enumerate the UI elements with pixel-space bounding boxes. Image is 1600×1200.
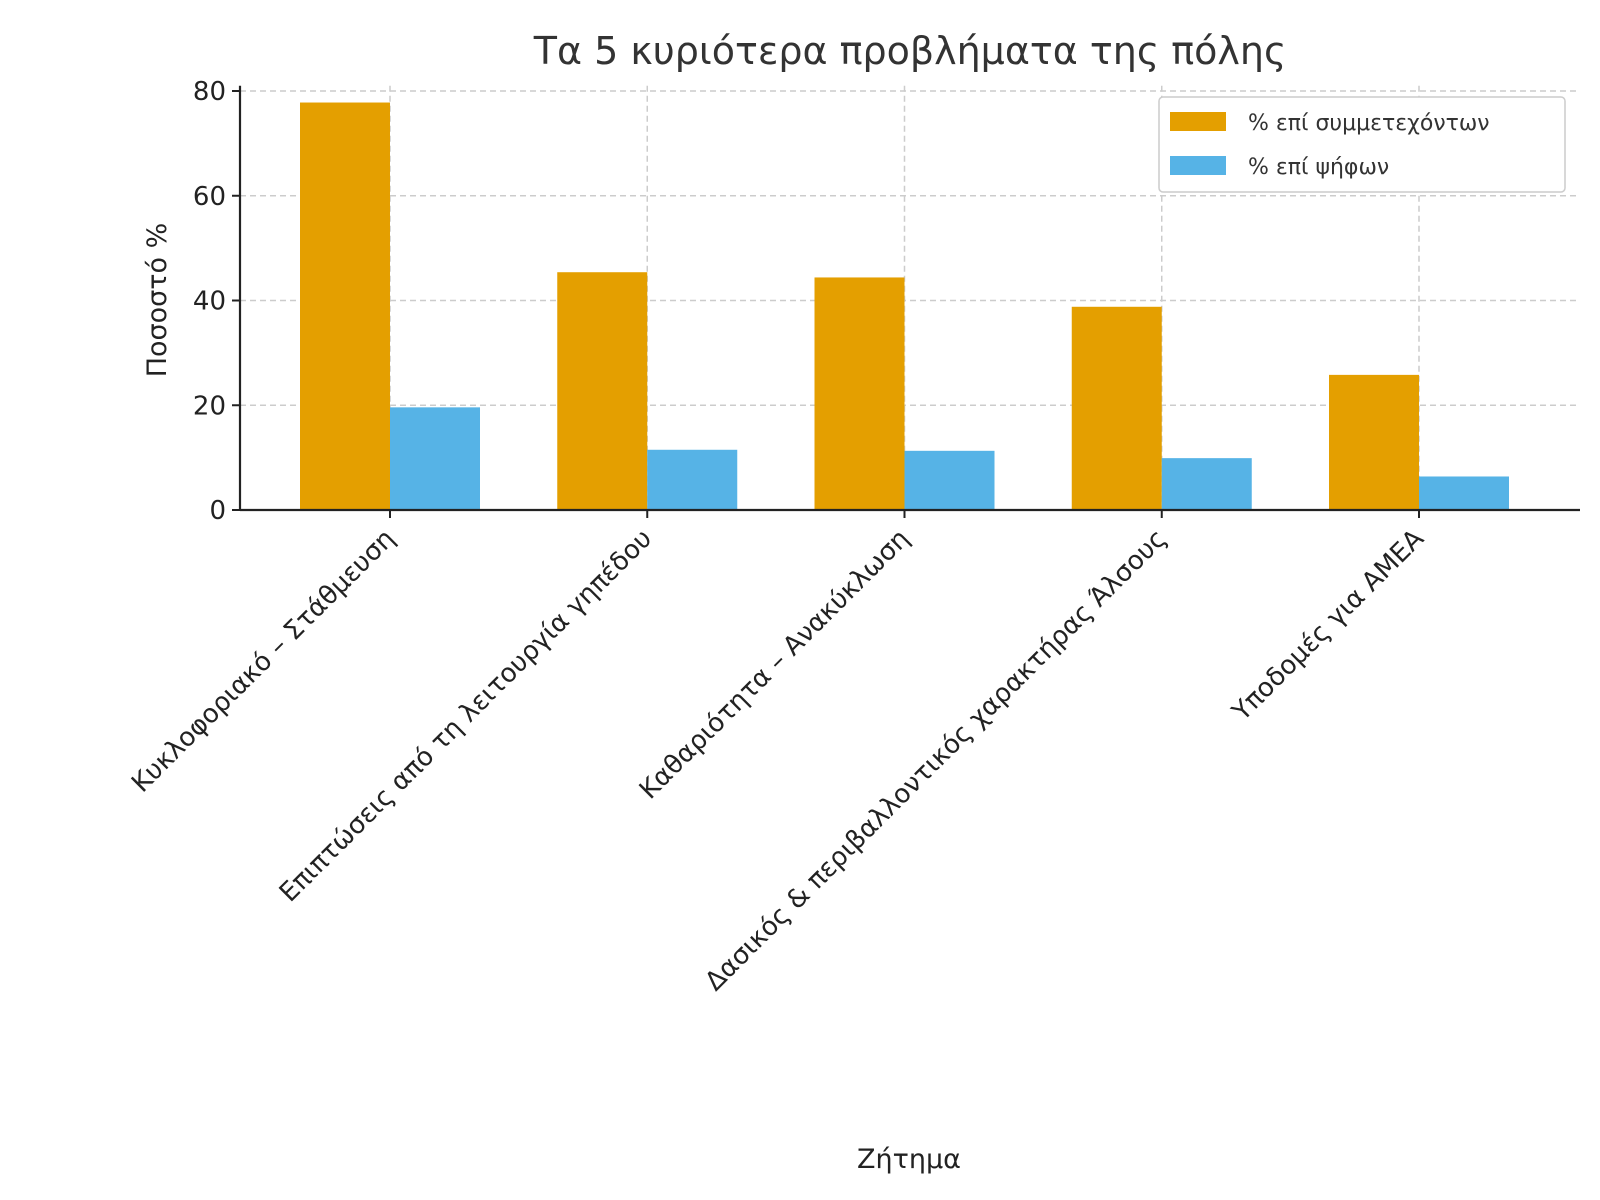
legend: % επί συμμετεχόντων % επί ψήφων bbox=[1158, 96, 1566, 193]
legend-frame bbox=[1158, 96, 1566, 193]
legend-label-votes: % επί ψήφων bbox=[1248, 155, 1389, 180]
bar-votes-4 bbox=[1161, 458, 1252, 510]
bar-participants-1 bbox=[300, 102, 390, 511]
y-axis-label: Ποσοστό % bbox=[142, 223, 173, 378]
bar-votes-2 bbox=[647, 449, 738, 510]
legend-swatch-votes bbox=[1170, 156, 1226, 175]
bar-participants-5 bbox=[1329, 374, 1419, 510]
legend-label-participants: % επί συμμετεχόντων bbox=[1248, 111, 1490, 136]
legend-swatch-participants bbox=[1170, 112, 1226, 131]
chart-title: Τα 5 κυριότερα προβλήματα της πόλης bbox=[533, 29, 1287, 73]
x-tick-label: Καθαριότητα – Ανακύκλωση bbox=[634, 524, 916, 806]
bars bbox=[300, 102, 1509, 511]
bar-participants-4 bbox=[1071, 306, 1162, 510]
bar-votes-5 bbox=[1419, 476, 1509, 510]
x-axis-label: Ζήτημα bbox=[857, 1144, 961, 1175]
y-tick-label: 20 bbox=[193, 391, 226, 421]
bar-votes-1 bbox=[390, 407, 480, 510]
y-tick-label: 60 bbox=[193, 182, 226, 212]
x-tick-label: Κυκλοφοριακό – Στάθμευση bbox=[126, 524, 401, 799]
bar-participants-3 bbox=[814, 277, 905, 510]
y-tick-label: 0 bbox=[209, 496, 226, 526]
bar-participants-2 bbox=[557, 272, 648, 510]
bar-votes-3 bbox=[904, 450, 995, 510]
y-tick-label: 80 bbox=[193, 77, 226, 107]
x-tick-label: Υποδομές για ΑΜΕΑ bbox=[1226, 524, 1430, 728]
y-tick-label: 40 bbox=[193, 287, 226, 317]
x-tick-label: Δασικός & περιβαλλοντικός χαρακτήρας Άλσ… bbox=[700, 524, 1173, 997]
